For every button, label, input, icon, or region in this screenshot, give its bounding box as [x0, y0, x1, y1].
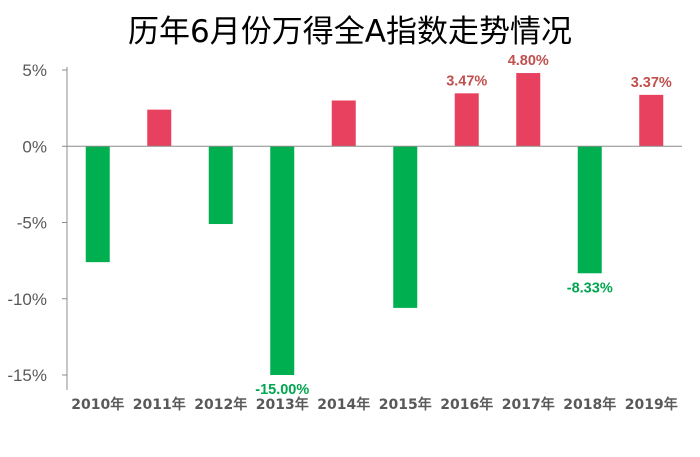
x-tick-label: 2019年: [625, 396, 678, 413]
bar-2014年: [331, 100, 356, 147]
x-tick-label: 2013年: [256, 396, 309, 413]
bar-2010年: [85, 146, 110, 263]
data-labels: -15.00% 3.47% 4.80% -8.33% 3.37%: [255, 53, 672, 398]
bar-2018年: [577, 146, 602, 274]
x-tick-label: 2010年: [71, 396, 124, 413]
x-tick-label: 2014年: [317, 396, 370, 413]
data-label: 3.47%: [446, 73, 487, 89]
x-tick-label: 2016年: [440, 396, 493, 413]
bar-2017年: [516, 73, 541, 147]
bar-2015年: [393, 146, 418, 308]
bar-2019年: [639, 94, 664, 147]
data-label: -15.00%: [255, 382, 309, 398]
y-axis: 5% 0% -5% -10% -15%: [7, 61, 67, 385]
bar-2012年: [208, 146, 233, 225]
y-tick-label: -10%: [7, 290, 47, 309]
y-tick-label: -5%: [17, 214, 47, 233]
x-tick-label: 2018年: [563, 396, 616, 413]
data-label: 4.80%: [508, 53, 549, 69]
x-tick-label: 2017年: [502, 396, 555, 413]
y-tick-label: 5%: [22, 61, 47, 80]
x-tick-label: 2015年: [379, 396, 432, 413]
y-tick-label: 0%: [22, 137, 47, 156]
data-label: 3.37%: [631, 75, 672, 91]
data-label: -8.33%: [567, 280, 613, 296]
bar-2016年: [454, 93, 479, 147]
x-tick-label: 2011年: [133, 396, 186, 413]
x-tick-label: 2012年: [194, 396, 247, 413]
bar-2011年: [147, 109, 172, 147]
bars: [85, 73, 664, 375]
bar-2013年: [270, 146, 295, 375]
chart-title: 历年6月份万得全A指数走势情况: [128, 14, 572, 50]
x-axis: 2010年 2011年 2012年 2013年 2014年 2015年 2016年 2017年…: [71, 396, 677, 413]
y-tick-label: -15%: [7, 366, 47, 385]
